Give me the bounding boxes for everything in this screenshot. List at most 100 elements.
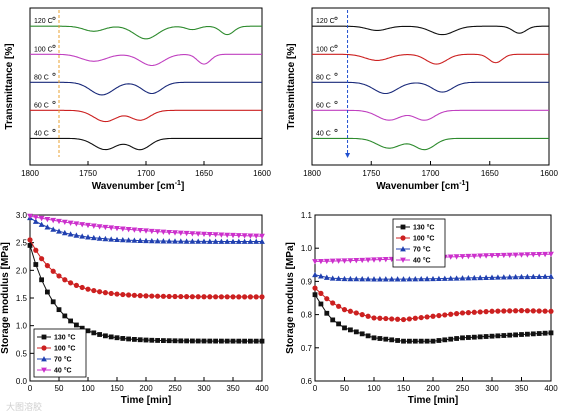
data-point [242, 294, 248, 300]
data-point [195, 338, 201, 344]
data-point [44, 216, 51, 223]
data-point [548, 273, 554, 279]
data-point [195, 231, 202, 237]
x-tick-label: 50 [55, 384, 64, 393]
data-point [400, 257, 406, 263]
data-point [525, 331, 530, 337]
data-point [189, 238, 196, 244]
data-point [242, 338, 247, 344]
data-point [44, 263, 51, 269]
data-point [489, 274, 495, 280]
data-point [430, 313, 436, 319]
data-point [506, 252, 513, 259]
data-point [412, 315, 418, 321]
data-point [448, 336, 454, 342]
data-point [79, 284, 85, 291]
data-point [230, 238, 236, 244]
x-tick-label: 200 [139, 384, 153, 393]
data-point [108, 236, 115, 242]
data-point [471, 253, 478, 260]
data-point [353, 310, 359, 316]
y-axis-label: Storage modulus [MPa] [285, 242, 296, 354]
y-tick-label: 3.0 [16, 211, 28, 220]
data-point [41, 367, 47, 373]
data-point [312, 271, 318, 278]
series-label: 60 C [316, 102, 331, 109]
data-point [341, 307, 348, 313]
x-tick-label: 1800 [303, 169, 321, 178]
data-point [447, 275, 454, 281]
spectrum-line [30, 81, 262, 96]
data-point [259, 238, 265, 244]
series-label: 80 C [34, 74, 49, 81]
data-point [460, 335, 465, 341]
data-point [371, 315, 377, 321]
data-point [383, 315, 389, 322]
data-point [154, 238, 161, 244]
data-point [548, 308, 554, 314]
data-point [542, 308, 548, 314]
x-tick-label: 250 [456, 384, 470, 393]
data-point [74, 322, 79, 328]
data-point [318, 290, 324, 296]
data-point [114, 291, 120, 297]
data-point [102, 224, 109, 231]
x-axis-label: Wavenumber [cm-1] [92, 180, 185, 192]
data-point [465, 310, 471, 316]
data-point [394, 276, 401, 282]
data-point [137, 293, 143, 299]
spectrum-line [30, 109, 262, 123]
data-point [219, 338, 224, 344]
data-point [530, 308, 536, 314]
data-point [530, 252, 537, 258]
data-point [518, 273, 525, 280]
x-tick-label: 0 [313, 384, 318, 393]
data-point [253, 294, 259, 300]
data-point [79, 325, 85, 331]
data-point [530, 331, 536, 337]
legend-label: 100 °C [413, 235, 434, 243]
data-point [548, 251, 554, 258]
data-point [207, 338, 213, 344]
data-point [201, 294, 207, 300]
data-point [500, 252, 507, 259]
legend-label: 40 °C [54, 367, 72, 375]
data-point [85, 328, 91, 334]
data-point [166, 293, 172, 300]
data-point [518, 252, 525, 258]
ftir-panel-right: 1800 1750 1700 1650 1600 Wavenumber [cm-1] Tra… [286, 7, 558, 192]
data-point [41, 334, 47, 340]
data-point [518, 308, 525, 314]
data-point [365, 333, 371, 339]
data-point [353, 329, 359, 335]
data-point [324, 296, 330, 302]
data-point [201, 338, 207, 344]
degree-symbol [52, 44, 56, 48]
series-label: 120 C [34, 18, 53, 25]
data-point [108, 334, 114, 340]
data-point [230, 338, 236, 344]
data-point [90, 223, 97, 229]
y-tick-label: 2.0 [16, 266, 28, 275]
data-point [102, 235, 109, 242]
data-point [506, 274, 513, 280]
data-point [348, 327, 353, 333]
data-point [79, 222, 86, 228]
data-point [190, 338, 195, 344]
data-point [155, 338, 160, 343]
data-point [382, 276, 389, 282]
data-point [154, 229, 161, 235]
x-axis-label: Wavenumber [cm-1] [376, 180, 469, 192]
data-point [61, 229, 68, 236]
data-point [359, 312, 365, 318]
data-point [406, 316, 412, 322]
x-tick-label: 400 [544, 384, 558, 393]
data-point [172, 230, 178, 236]
x-tick-label: 1700 [422, 169, 440, 178]
x-tick-label: 1600 [253, 169, 271, 178]
x-tick-label: 200 [426, 384, 440, 393]
data-point [45, 289, 50, 295]
x-tick-label: 1800 [21, 169, 39, 178]
data-point [56, 307, 62, 313]
data-point [371, 335, 377, 341]
